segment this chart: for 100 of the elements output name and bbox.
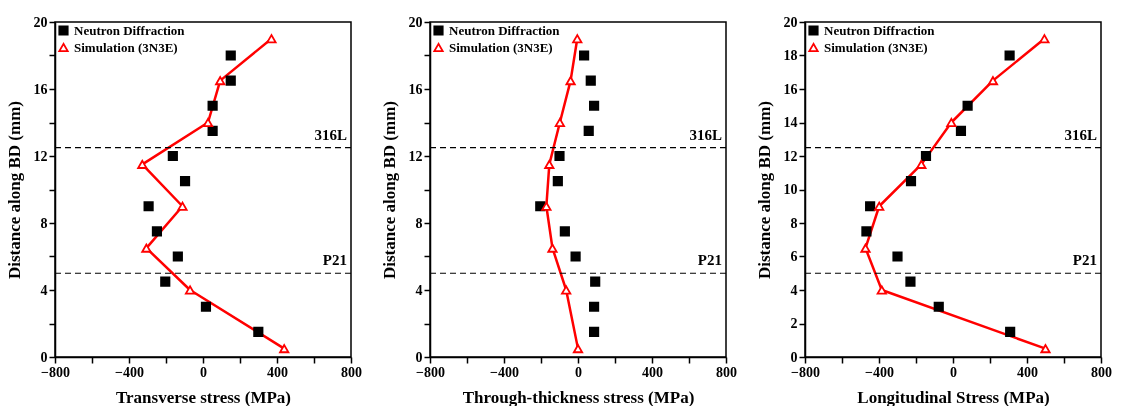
point: [184, 285, 196, 295]
point: [955, 125, 967, 136]
point: [177, 201, 188, 211]
ref-line-label: 316L: [1064, 126, 1097, 143]
y-tick-label: 4: [40, 282, 48, 298]
point: [160, 276, 171, 287]
x-tick-label: 800: [341, 364, 362, 380]
x-tick-label: 0: [950, 364, 957, 380]
point: [541, 201, 552, 211]
x-tick-label: −400: [865, 364, 894, 380]
point: [860, 243, 871, 253]
point: [1040, 344, 1051, 354]
point: [916, 159, 927, 169]
point: [1004, 50, 1015, 61]
x-tick-label: −800: [416, 364, 445, 380]
point: [554, 117, 565, 128]
ref-line-label: P21: [322, 252, 347, 269]
point: [253, 326, 264, 337]
x-tick-label: 0: [575, 364, 582, 380]
point: [565, 76, 576, 86]
y-tick-label: 20: [783, 14, 798, 30]
point: [933, 301, 944, 312]
point: [589, 301, 600, 312]
ref-line-label: 316L: [314, 126, 347, 143]
point: [151, 226, 163, 237]
point: [876, 285, 887, 295]
point: [572, 34, 583, 44]
point: [579, 50, 590, 61]
point: [590, 276, 601, 287]
point: [200, 301, 212, 312]
y-tick-label: 12: [33, 148, 48, 164]
point: [589, 326, 600, 337]
point: [1039, 34, 1050, 44]
y-tick-label: 16: [408, 81, 423, 97]
y-axis-title: Distance along BD (mm): [379, 100, 399, 280]
y-tick-label: 0: [790, 349, 798, 365]
point: [207, 125, 218, 136]
point: [1005, 326, 1016, 337]
point: [179, 176, 191, 187]
point: [143, 201, 154, 212]
point: [583, 125, 594, 136]
x-tick-label: −800: [791, 364, 820, 380]
x-axis-title: Transverse stress (MPa): [116, 387, 291, 407]
point: [861, 226, 872, 237]
point: [279, 344, 290, 354]
y-tick-label: 16: [33, 81, 48, 97]
y-tick-label: 20: [33, 14, 48, 30]
x-tick-label: 400: [1017, 364, 1038, 380]
y-axis-title: Distance along BD (mm): [4, 100, 24, 280]
point: [920, 150, 932, 162]
legend-label: Simulation (3N3E): [74, 39, 178, 55]
point: [225, 75, 236, 86]
y-tick-label: 2: [790, 316, 798, 331]
point: [544, 159, 555, 169]
x-tick-label: 800: [1091, 364, 1112, 380]
x-tick-label: 0: [200, 364, 207, 380]
point: [554, 150, 565, 162]
point: [892, 251, 903, 262]
y-tick-label: 0: [415, 349, 423, 365]
y-tick-label: 12: [783, 148, 798, 164]
y-tick-label: 4: [790, 282, 798, 298]
y-tick-label: 20: [408, 14, 423, 30]
x-tick-label: 400: [642, 364, 663, 380]
point: [137, 159, 148, 169]
x-tick-label: −400: [490, 364, 519, 380]
y-tick-label: 0: [40, 349, 48, 365]
point: [585, 75, 596, 86]
ref-line-label: P21: [1072, 252, 1097, 269]
point: [215, 76, 226, 86]
point: [570, 251, 581, 262]
point: [874, 201, 885, 211]
y-tick-label: 6: [790, 249, 798, 264]
y-axis-title: Distance along BD (mm): [754, 100, 774, 280]
x-axis-title: Through-thickness stress (MPa): [462, 387, 695, 407]
y-tick-label: 4: [415, 282, 423, 298]
point: [225, 50, 236, 61]
ref-line-label: P21: [697, 252, 722, 269]
legend-label: Simulation (3N3E): [824, 39, 928, 55]
ref-line-label: 316L: [689, 126, 722, 143]
legend-label: Simulation (3N3E): [449, 39, 553, 55]
x-tick-label: 800: [716, 364, 737, 380]
x-tick-label: 400: [267, 364, 288, 380]
legend-label: Neutron Diffraction: [824, 22, 936, 38]
y-tick-label: 18: [783, 48, 798, 63]
point: [266, 34, 277, 44]
point: [905, 276, 916, 287]
y-tick-label: 14: [783, 115, 798, 130]
legend-label: Neutron Diffraction: [449, 22, 561, 38]
y-tick-label: 8: [415, 215, 423, 231]
y-tick-label: 12: [408, 148, 423, 164]
point: [141, 243, 152, 253]
y-tick-label: 8: [790, 215, 798, 231]
y-tick-label: 16: [783, 81, 798, 97]
point: [167, 150, 178, 162]
point: [202, 117, 214, 128]
point: [172, 251, 183, 262]
y-tick-label: 8: [40, 215, 48, 231]
x-axis-title: Longitudinal Stress (MPa): [857, 387, 1050, 407]
point: [559, 226, 570, 237]
point: [865, 201, 876, 212]
